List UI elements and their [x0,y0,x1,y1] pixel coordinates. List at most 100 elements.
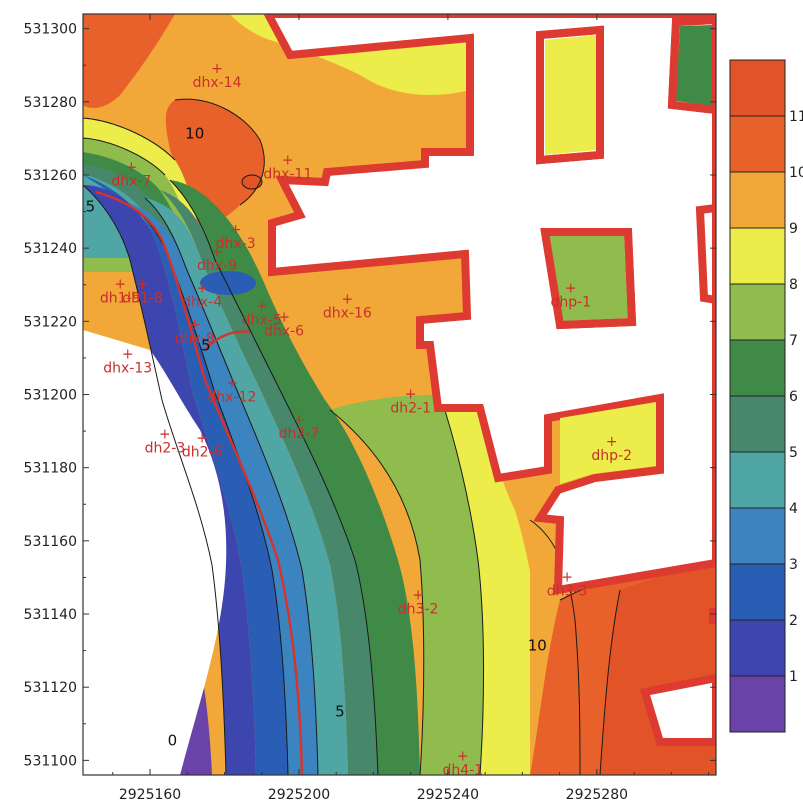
contour-label: 5 [201,337,211,355]
well-label: dhx-7 [111,174,151,190]
zone-fill-green [676,25,712,106]
well-dh3-2: +dh3-2 [398,588,439,618]
well-dh2-6: +dh2-6 [182,430,223,460]
well-dhx-14: +dhx-14 [193,61,242,91]
contour-label: 5 [86,198,96,216]
contour-band-1 [83,185,256,775]
well-label: dhx-5 [242,313,282,329]
well-marker-plus: + [405,387,417,403]
well-label: dhx-4 [182,294,222,310]
colorbar-segment [730,340,785,397]
well-dhp-1: +dhp-1 [550,280,591,310]
y-tick-label: 531220 [24,314,77,330]
contour-band-2 [83,175,288,775]
well-dhx-9: +dhx-9 [197,244,237,274]
y-tick-label: 531160 [24,534,77,550]
y-tick-label: 531300 [24,22,77,38]
well-label: dh3-2 [398,602,439,618]
colorbar-tick-label: 7 [789,333,798,349]
well-dhx-16: +dhx-16 [323,291,372,321]
y-tick-label: 531260 [24,168,77,184]
well-marker-plus: + [226,376,238,392]
well-dh2-1: +dh2-1 [390,387,431,417]
y-tick-label: 531280 [24,95,77,111]
well-dhx-5: +dhx-5 [242,299,282,329]
colorbar-segment [730,228,785,285]
well-label: dhx-16 [323,305,372,321]
colorbar-tick-label: 2 [789,613,798,629]
colorbar-segment [730,116,785,173]
well-label: dh2-1 [390,401,431,417]
well-dhx-11: +dhx-11 [263,152,312,182]
contour-label: 10 [528,637,547,655]
well-marker-plus: + [412,588,424,604]
well-label: dhx-14 [193,75,242,91]
well-label: dh2-6 [182,444,223,460]
colorbar-tick-label: 10 [789,165,803,181]
contour-band-3 [120,200,318,775]
y-tick-label: 531200 [24,388,77,404]
y-axis: 531100 531120 531140 531160 531180 531200 5312… [24,22,716,769]
well-marker-plus: + [256,299,268,315]
colorbar-tick-label: 11 [789,109,803,125]
well-marker-plus: + [457,749,469,765]
zone-fill-green [549,236,628,321]
colorbar-segment [730,172,785,229]
well-label: dhx-3 [216,236,256,252]
well-label: dhx-13 [103,360,152,376]
colorbar-segment [730,284,785,341]
well-markers: +dhx-14+dhx-7+dhx-11+dhx-3+dhx-9+dh1-9+d… [100,61,632,779]
well-label: dh1-8 [122,291,163,307]
well-label: dh3-3 [547,583,588,599]
well-label: dhx-6 [264,324,304,340]
colorbar-tick-label: 9 [789,221,798,237]
well-label: dhx-11 [263,166,312,182]
well-dh3-3: +dh3-3 [547,569,588,599]
y-tick-label: 531120 [24,680,77,696]
red-contour-lines [95,190,304,775]
well-marker-plus: + [211,244,223,260]
contour-band-4 [145,198,348,775]
colorbar-segment [730,60,785,117]
well-marker-plus: + [342,291,354,307]
well-dhx-13: +dhx-13 [103,346,152,376]
well-dhx-12: +dhx-12 [207,376,256,406]
well-marker-plus: + [122,346,134,362]
well-marker-plus: + [565,280,577,296]
colorbar-tick-label: 1 [789,669,798,685]
y-tick-label: 531180 [24,461,77,477]
y-tick-label: 531100 [24,753,77,769]
well-label: dh2-3 [145,441,186,457]
well-label: dh2-7 [279,426,320,442]
x-tick-label: 2925280 [566,787,628,803]
well-dhp-2: +dhp-2 [591,434,632,464]
zone-fill-yellow [560,402,656,484]
colorbar-tick-label: 6 [789,389,798,405]
colorbar-segment [730,564,785,621]
colorbar-segment [730,620,785,677]
contour-band-8 [440,395,548,775]
contour-label: 0 [168,732,178,750]
contour-label: 10 [185,124,204,142]
contour-map: +dhx-14+dhx-7+dhx-11+dhx-3+dhx-9+dh1-9+d… [83,14,716,779]
well-marker-plus: + [561,569,573,585]
well-marker-plus: + [293,412,305,428]
colorbar-tick-label: 5 [789,445,798,461]
well-marker-plus: + [196,280,208,296]
well-dh1-9: +dh1-9 [100,277,141,307]
contour-band-6 [170,180,420,775]
well-marker-plus: + [196,430,208,446]
well-marker-plus: + [159,427,171,443]
contour-band-10 [83,14,175,108]
well-marker-plus: + [137,277,149,293]
y-tick-label: 531240 [24,241,77,257]
well-label: dh4-1 [442,763,483,779]
well-marker-plus: + [282,152,294,168]
colorbar-tick-label: 8 [789,277,798,293]
well-dh1-8: +dh1-8 [122,277,163,307]
contour-band-2 [200,271,256,295]
x-tick-label: 2925200 [268,787,330,803]
well-marker-plus: + [189,317,201,333]
